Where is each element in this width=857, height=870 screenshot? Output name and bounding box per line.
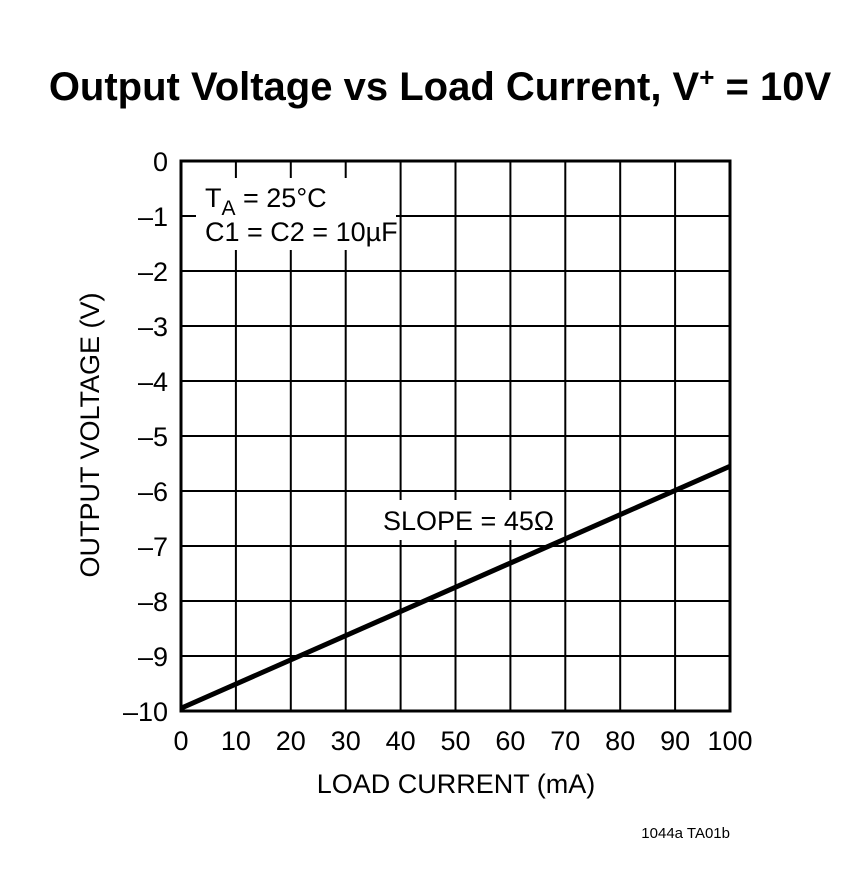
x-tick-label: 40	[386, 726, 416, 756]
x-tick-label: 0	[173, 726, 188, 756]
x-tick-label: 10	[221, 726, 251, 756]
series-layer	[179, 463, 732, 711]
x-tick-label: 80	[605, 726, 635, 756]
y-tick-label: –5	[138, 422, 168, 452]
x-tick-label: 60	[495, 726, 525, 756]
x-tick-label: 70	[550, 726, 580, 756]
plot-frame	[179, 159, 732, 713]
y-axis-ticks: 0 –1 –2 –3 –4 –5 –6 –7 –8 –9 –10	[123, 147, 168, 727]
y-tick-label: 0	[153, 147, 168, 177]
x-tick-label: 90	[660, 726, 690, 756]
y-tick-label: –8	[138, 587, 168, 617]
y-tick-label: –9	[138, 642, 168, 672]
x-tick-label: 100	[707, 726, 752, 756]
condition-label-background	[196, 178, 396, 250]
slope-label-background	[374, 500, 550, 540]
x-tick-label: 30	[331, 726, 361, 756]
chart-title: Output Voltage vs Load Current, V+ = 10V	[49, 62, 832, 109]
y-tick-label: –1	[138, 202, 168, 232]
y-tick-label: –7	[138, 532, 168, 562]
y-tick-label: –2	[138, 257, 168, 287]
figure-id: 1044a TA01b	[641, 825, 730, 842]
x-axis-ticks: 0 10 20 30 40 50 60 70 80 90 100	[173, 726, 752, 756]
series-line	[179, 463, 732, 711]
y-tick-label: –4	[138, 367, 168, 397]
y-axis-label: OUTPUT VOLTAGE (V)	[75, 292, 105, 577]
condition-capacitors: C1 = C2 = 10µF	[205, 217, 398, 247]
y-tick-label: –10	[123, 697, 168, 727]
x-tick-label: 20	[276, 726, 306, 756]
slope-annotation: SLOPE = 45Ω	[383, 506, 554, 536]
x-axis-label: LOAD CURRENT (mA)	[317, 769, 596, 799]
condition-temperature: TA = 25°C	[205, 183, 327, 220]
y-tick-label: –3	[138, 312, 168, 342]
y-tick-label: –6	[138, 477, 168, 507]
x-tick-label: 50	[440, 726, 470, 756]
